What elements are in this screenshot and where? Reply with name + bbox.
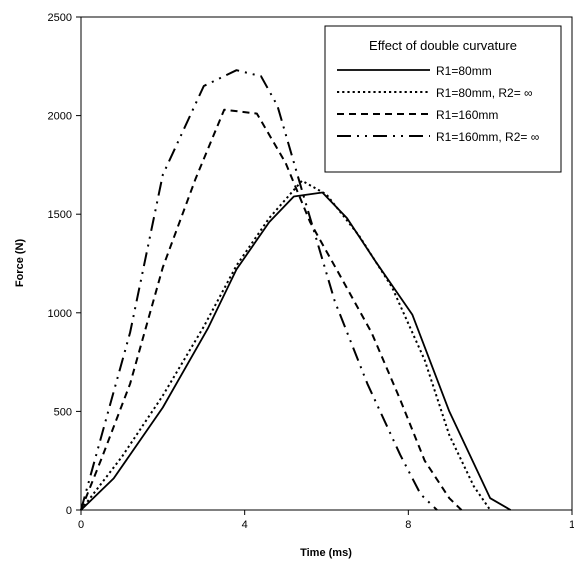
y-tick-label: 500 [54, 406, 72, 418]
plot-frame [80, 16, 573, 511]
series-line-dashed [80, 108, 463, 511]
legend-label-dotted: R1=80mm, R2= ∞ [436, 86, 533, 100]
series-lines [80, 69, 512, 511]
y-tick-label: 1000 [48, 308, 72, 320]
axes: 0 500 1000 1500 2000 2500 0 4 8 1 [48, 12, 574, 531]
x-axis-label: Time (ms) [300, 547, 352, 559]
legend-label-dashed: R1=160mm [436, 108, 498, 122]
legend: Effect of double curvature R1=80mmR1=80m… [324, 25, 562, 173]
y-axis-label: Force (N) [14, 239, 26, 288]
legend-box [324, 25, 562, 173]
legend-label-dashdot: R1=160mm, R2= ∞ [436, 130, 539, 144]
legend-entries: R1=80mm R1=80mm, R2= ∞ R1=160mm R1=160mm, R… [337, 64, 539, 144]
x-tick-label: 4 [242, 519, 248, 531]
x-tick-label: 1 [569, 519, 574, 531]
y-tick-label: 2500 [48, 12, 72, 24]
series-line-dotted [80, 179, 492, 511]
series-line-solid [80, 191, 512, 511]
y-tick-label: 2000 [48, 111, 72, 123]
y-tick-label: 0 [66, 505, 72, 517]
y-tick-label: 1500 [48, 209, 72, 221]
legend-label-solid: R1=80mm [436, 64, 492, 78]
legend-title: Effect of double curvature [369, 38, 517, 53]
x-tick-label: 0 [78, 519, 84, 531]
x-tick-label: 8 [405, 519, 411, 531]
